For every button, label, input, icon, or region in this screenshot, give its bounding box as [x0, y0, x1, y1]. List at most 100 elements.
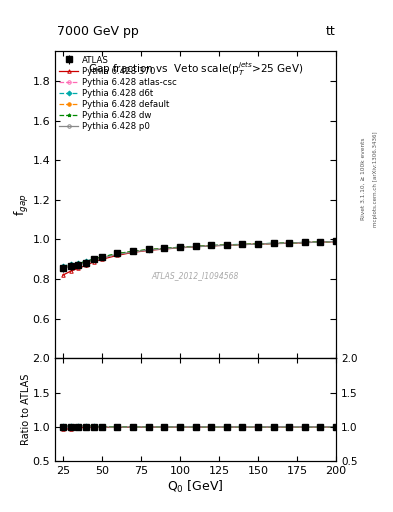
Pythia 6.428 atlas-csc: [303, 240, 307, 246]
Pythia 6.428 d6t: [76, 260, 81, 266]
Pythia 6.428 p0: [84, 260, 88, 266]
Pythia 6.428 atlas-csc: [162, 246, 167, 252]
Pythia 6.428 370: [334, 239, 338, 245]
Pythia 6.428 default: [303, 240, 307, 246]
Pythia 6.428 default: [99, 254, 104, 261]
Pythia 6.428 default: [287, 240, 292, 246]
Pythia 6.428 p0: [271, 240, 276, 246]
Pythia 6.428 dw: [146, 246, 151, 252]
Pythia 6.428 default: [131, 248, 136, 254]
Pythia 6.428 atlas-csc: [318, 239, 323, 245]
Y-axis label: f$_{gap}$: f$_{gap}$: [13, 194, 31, 216]
Pythia 6.428 370: [193, 244, 198, 250]
Pythia 6.428 default: [76, 261, 81, 267]
Pythia 6.428 atlas-csc: [61, 265, 65, 271]
Pythia 6.428 p0: [240, 242, 245, 248]
Pythia 6.428 default: [146, 246, 151, 252]
Pythia 6.428 p0: [255, 241, 260, 247]
Pythia 6.428 d6t: [146, 246, 151, 252]
Pythia 6.428 dw: [131, 248, 136, 254]
Line: Pythia 6.428 default: Pythia 6.428 default: [61, 240, 338, 269]
Line: Pythia 6.428 dw: Pythia 6.428 dw: [61, 240, 338, 269]
Pythia 6.428 atlas-csc: [68, 263, 73, 269]
Pythia 6.428 370: [99, 256, 104, 262]
Pythia 6.428 370: [162, 246, 167, 252]
Pythia 6.428 default: [162, 246, 167, 252]
Line: Pythia 6.428 370: Pythia 6.428 370: [61, 240, 338, 277]
Pythia 6.428 atlas-csc: [209, 243, 213, 249]
Pythia 6.428 370: [224, 242, 229, 248]
Pythia 6.428 370: [318, 239, 323, 245]
Pythia 6.428 dw: [318, 239, 323, 245]
Pythia 6.428 default: [255, 241, 260, 247]
Pythia 6.428 dw: [271, 240, 276, 246]
Pythia 6.428 dw: [240, 241, 245, 247]
Pythia 6.428 p0: [92, 257, 96, 263]
Pythia 6.428 p0: [99, 255, 104, 261]
Pythia 6.428 370: [84, 262, 88, 268]
Pythia 6.428 d6t: [68, 261, 73, 267]
Pythia 6.428 default: [193, 243, 198, 249]
Pythia 6.428 atlas-csc: [84, 260, 88, 266]
Pythia 6.428 dw: [162, 245, 167, 251]
Pythia 6.428 default: [271, 240, 276, 246]
Text: Rivet 3.1.10, ≥ 100k events: Rivet 3.1.10, ≥ 100k events: [361, 138, 366, 221]
Pythia 6.428 dw: [303, 240, 307, 246]
Pythia 6.428 default: [224, 242, 229, 248]
Pythia 6.428 p0: [224, 242, 229, 248]
Pythia 6.428 default: [84, 259, 88, 265]
Pythia 6.428 default: [115, 251, 120, 257]
Pythia 6.428 p0: [193, 244, 198, 250]
Pythia 6.428 default: [178, 244, 182, 250]
Pythia 6.428 dw: [68, 262, 73, 268]
Legend: ATLAS, Pythia 6.428 370, Pythia 6.428 atlas-csc, Pythia 6.428 d6t, Pythia 6.428 : ATLAS, Pythia 6.428 370, Pythia 6.428 at…: [58, 54, 178, 133]
Pythia 6.428 default: [68, 262, 73, 268]
Pythia 6.428 p0: [61, 265, 65, 271]
Pythia 6.428 dw: [224, 242, 229, 248]
Pythia 6.428 dw: [334, 239, 338, 245]
Pythia 6.428 d6t: [334, 239, 338, 245]
Text: Gap fraction vs  Veto scale(p$_T^{jets}$>25 GeV): Gap fraction vs Veto scale(p$_T^{jets}$>…: [88, 60, 303, 78]
Pythia 6.428 370: [303, 240, 307, 246]
Pythia 6.428 p0: [146, 247, 151, 253]
Pythia 6.428 default: [209, 243, 213, 249]
Pythia 6.428 370: [61, 272, 65, 278]
Line: Pythia 6.428 atlas-csc: Pythia 6.428 atlas-csc: [61, 240, 338, 269]
Pythia 6.428 370: [240, 242, 245, 248]
Pythia 6.428 d6t: [287, 240, 292, 246]
Pythia 6.428 atlas-csc: [334, 239, 338, 245]
Pythia 6.428 default: [240, 241, 245, 247]
Pythia 6.428 370: [255, 241, 260, 247]
Line: Pythia 6.428 d6t: Pythia 6.428 d6t: [61, 240, 338, 268]
Pythia 6.428 p0: [334, 239, 338, 245]
Pythia 6.428 p0: [76, 262, 81, 268]
Pythia 6.428 dw: [115, 250, 120, 257]
Pythia 6.428 default: [334, 239, 338, 245]
Pythia 6.428 d6t: [115, 250, 120, 257]
Pythia 6.428 d6t: [240, 241, 245, 247]
Pythia 6.428 d6t: [162, 245, 167, 251]
Pythia 6.428 d6t: [131, 248, 136, 254]
X-axis label: Q$_0$ [GeV]: Q$_0$ [GeV]: [167, 478, 224, 495]
Pythia 6.428 dw: [255, 241, 260, 247]
Pythia 6.428 atlas-csc: [92, 257, 96, 263]
Pythia 6.428 p0: [303, 240, 307, 246]
Pythia 6.428 atlas-csc: [240, 241, 245, 247]
Pythia 6.428 atlas-csc: [76, 261, 81, 267]
Pythia 6.428 dw: [178, 244, 182, 250]
Pythia 6.428 370: [178, 245, 182, 251]
Pythia 6.428 370: [146, 247, 151, 253]
Y-axis label: Ratio to ATLAS: Ratio to ATLAS: [21, 374, 31, 445]
Pythia 6.428 atlas-csc: [287, 240, 292, 246]
Pythia 6.428 dw: [76, 260, 81, 266]
Pythia 6.428 370: [115, 252, 120, 259]
Pythia 6.428 atlas-csc: [99, 254, 104, 261]
Pythia 6.428 d6t: [255, 241, 260, 247]
Pythia 6.428 p0: [178, 245, 182, 251]
Text: ATLAS_2012_I1094568: ATLAS_2012_I1094568: [152, 271, 239, 280]
Pythia 6.428 p0: [131, 249, 136, 255]
Pythia 6.428 atlas-csc: [255, 241, 260, 247]
Pythia 6.428 default: [92, 256, 96, 262]
Line: Pythia 6.428 p0: Pythia 6.428 p0: [61, 240, 338, 270]
Pythia 6.428 d6t: [61, 263, 65, 269]
